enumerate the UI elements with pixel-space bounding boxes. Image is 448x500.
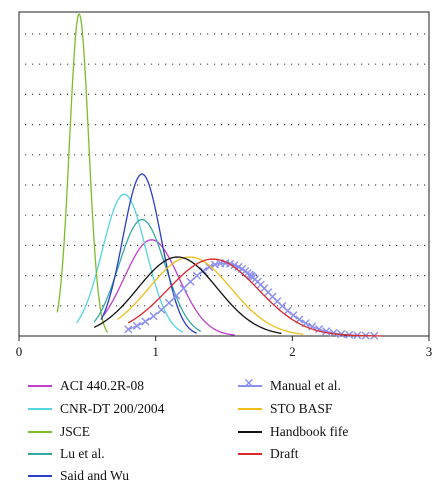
- series-line-7: [93, 256, 282, 335]
- x-tick-label: 0: [16, 344, 23, 359]
- series-marker-5: [289, 311, 298, 320]
- series-marker-5: [205, 263, 214, 272]
- legend-item-draft: Draft: [238, 446, 298, 462]
- legend-swatch-handbook: [238, 426, 262, 438]
- series-marker-5: [141, 317, 150, 326]
- legend-swatch-said: [28, 470, 52, 482]
- series-marker-5: [157, 305, 166, 314]
- legend-item-sto: STO BASF: [238, 401, 332, 417]
- legend-swatch-draft: [238, 448, 262, 460]
- legend-swatch-lu: [28, 448, 52, 460]
- legend-label-manual: Manual et al.: [270, 378, 341, 393]
- series-marker-5: [283, 306, 292, 315]
- series-marker-5: [164, 298, 174, 307]
- legend-item-said: Said and Wu: [28, 468, 129, 484]
- legend-swatch-sto: [238, 403, 262, 415]
- series-line-1: [75, 193, 184, 333]
- legend-label-draft: Draft: [270, 446, 299, 461]
- series-line-3: [93, 218, 202, 332]
- series-line-6: [117, 256, 304, 335]
- legend-swatch-manual: ✕: [238, 377, 262, 392]
- series-marker-5: [192, 271, 202, 280]
- legend-label-jsce: JSCE: [60, 424, 91, 439]
- x-tick-label: 1: [152, 344, 159, 359]
- legend-item-cnr: CNR-DT 200/2004: [28, 401, 164, 417]
- legend-item-manual: ✕ Manual et al.: [238, 377, 341, 394]
- x-axis-ticks: 0 1 2 3: [16, 336, 433, 359]
- legend-label-said: Said and Wu: [60, 468, 129, 483]
- legend-item-lu: Lu et al.: [28, 446, 105, 462]
- series-marker-5: [172, 291, 181, 300]
- series-marker-5: [132, 321, 142, 331]
- plot-frame: [18, 11, 430, 337]
- legend-item-handbook: Handbook fife: [238, 424, 348, 440]
- series-marker-5: [149, 312, 158, 321]
- series-marker-5: [199, 266, 208, 275]
- series-line-8: [128, 258, 382, 337]
- series-group: [56, 13, 382, 340]
- legend-label-lu: Lu et al.: [60, 446, 105, 461]
- legend-label-handbook: Handbook fife: [270, 424, 349, 439]
- legend-item-aci: ACI 440.2R-08: [28, 378, 144, 394]
- series-marker-5: [179, 284, 188, 293]
- legend-swatch-jsce: [28, 426, 52, 438]
- legend-swatch-cnr: [28, 403, 52, 415]
- series-marker-5: [329, 328, 338, 337]
- legend-label-aci: ACI 440.2R-08: [60, 378, 144, 393]
- series-line-2: [56, 13, 109, 333]
- series-marker-5: [186, 277, 195, 286]
- legend-swatch-aci: [28, 380, 52, 392]
- legend-label-cnr: CNR-DT 200/2004: [60, 401, 165, 416]
- legend-label-sto: STO BASF: [270, 401, 333, 416]
- series-line-4: [100, 173, 197, 334]
- series-marker-5: [124, 325, 133, 334]
- legend-item-jsce: JSCE: [28, 424, 90, 440]
- x-tick-label: 2: [289, 344, 296, 359]
- x-tick-label: 3: [426, 344, 433, 359]
